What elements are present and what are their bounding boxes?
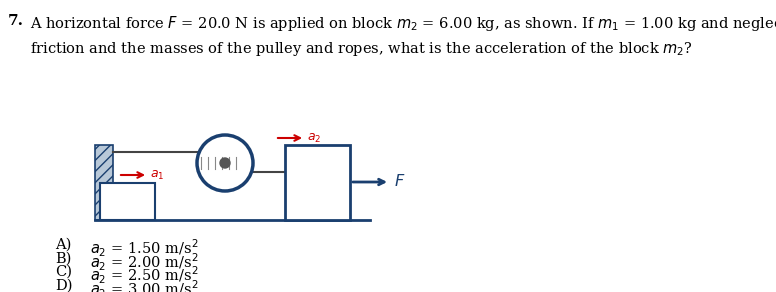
Circle shape (197, 135, 253, 191)
Text: $a_2$ = 3.00 m/s$^2$: $a_2$ = 3.00 m/s$^2$ (90, 279, 199, 292)
Text: $m_2$: $m_2$ (307, 177, 329, 192)
Text: B): B) (55, 251, 71, 265)
Text: $a_2$: $a_2$ (307, 131, 321, 145)
Bar (285, 145, 350, 220)
Text: A): A) (55, 238, 71, 252)
Circle shape (220, 158, 230, 168)
Text: 7.: 7. (8, 14, 24, 28)
Text: D): D) (55, 279, 72, 292)
Text: A horizontal force $F$ = 20.0 N is applied on block $m_2$ = 6.00 kg, as shown. I: A horizontal force $F$ = 20.0 N is appli… (30, 14, 776, 33)
Text: $a_2$ = 2.00 m/s$^2$: $a_2$ = 2.00 m/s$^2$ (90, 251, 199, 273)
Bar (95, 145, 113, 220)
Text: $a_1$: $a_1$ (150, 168, 165, 182)
Text: $a_2$ = 1.50 m/s$^2$: $a_2$ = 1.50 m/s$^2$ (90, 238, 199, 259)
Text: C): C) (55, 265, 72, 279)
Bar (100, 183, 155, 220)
Text: $m_1$: $m_1$ (118, 196, 137, 209)
Text: $F$: $F$ (394, 173, 405, 190)
Text: $a_2$ = 2.50 m/s$^2$: $a_2$ = 2.50 m/s$^2$ (90, 265, 199, 286)
Text: friction and the masses of the pulley and ropes, what is the acceleration of the: friction and the masses of the pulley an… (30, 40, 693, 58)
